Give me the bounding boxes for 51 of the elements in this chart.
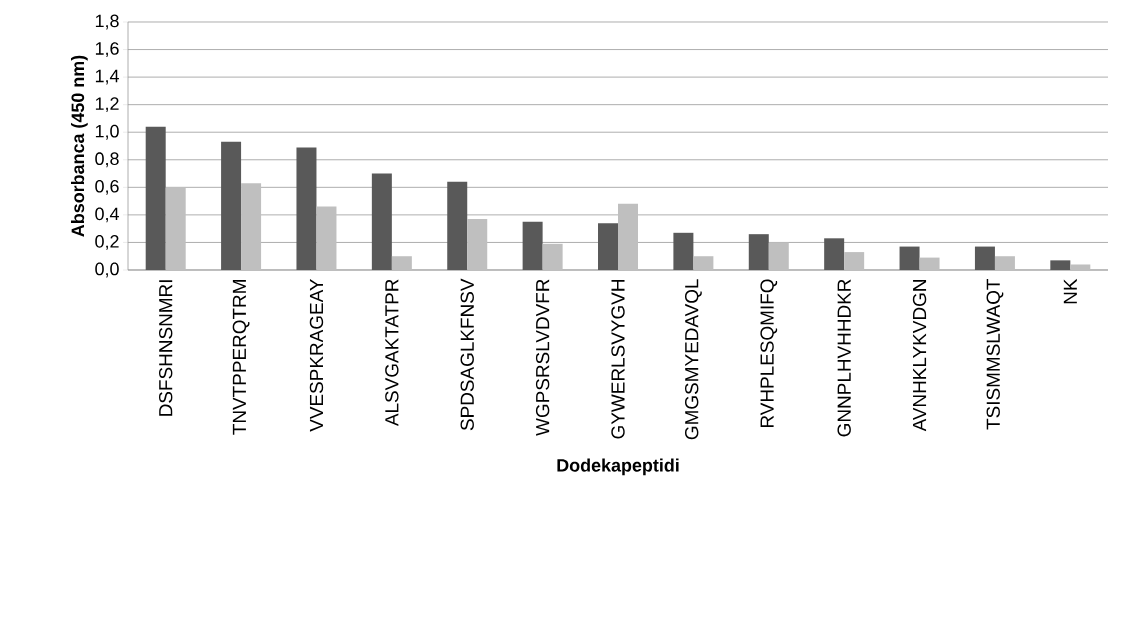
x-tick-label: GYWERLSVYGVH (611, 280, 625, 439)
bar (447, 181, 468, 270)
bar (919, 257, 940, 270)
y-tick-label: 1,6 (95, 42, 119, 57)
y-axis-title: Absorbanca (450 nm) (70, 55, 88, 237)
x-tick-label: ALSVGAKTATPR (385, 279, 399, 427)
bar (618, 203, 639, 270)
bar (522, 221, 543, 270)
x-tick-label: TNVTPPERQTRM (232, 280, 250, 435)
y-tick-label: 0,2 (95, 235, 119, 250)
bar (1070, 264, 1091, 270)
bar (221, 141, 242, 270)
bar (371, 173, 392, 270)
x-tick-label: GMGSMYEDAVQL (684, 279, 702, 440)
bar (598, 223, 619, 270)
bar (391, 256, 412, 270)
bar (296, 147, 317, 270)
bar (768, 242, 789, 270)
bar (165, 187, 186, 270)
bar (844, 252, 865, 270)
y-tick-label: 1,8 (95, 14, 119, 30)
x-tick-label: NK (1063, 278, 1077, 304)
y-tick-label: 0,8 (95, 152, 119, 168)
y-tick-label: 1,0 (95, 124, 119, 140)
bar (542, 243, 563, 270)
bar (145, 126, 166, 270)
x-tick-label: WGPSRSLVDVFR (535, 279, 550, 436)
x-tick-label: AVNHKLYKVDGN (912, 280, 927, 432)
y-tick-label: 1,2 (95, 97, 119, 113)
bar (748, 234, 769, 270)
y-tick-label: 1,4 (95, 69, 119, 85)
y-tick-label: 0,4 (95, 207, 119, 223)
bar (316, 206, 337, 270)
x-tick-label: VVESPKRAGEAY (309, 278, 324, 432)
x-tick-label: GNNPLHVHHDKR (837, 279, 851, 437)
x-tick-label: DSFSHNSNMRI (158, 280, 173, 416)
bar (241, 183, 262, 270)
bar (693, 256, 714, 270)
y-tick-label: 0,6 (95, 179, 119, 195)
x-axis-title: Dodekapeptidi (557, 458, 679, 476)
x-tick-label: SPDSAGLKFNSV (460, 278, 474, 431)
bar (1050, 260, 1071, 270)
bar (467, 219, 488, 270)
bar (824, 238, 845, 270)
x-tick-label: TSISMMSLWAQT (986, 278, 1004, 430)
x-tick-label: RVHPLESQMIFQ (760, 279, 778, 428)
bar (994, 256, 1015, 270)
bar (673, 232, 694, 270)
bar (899, 246, 920, 270)
bar (974, 246, 995, 270)
y-tick-label: 0,0 (95, 262, 119, 278)
